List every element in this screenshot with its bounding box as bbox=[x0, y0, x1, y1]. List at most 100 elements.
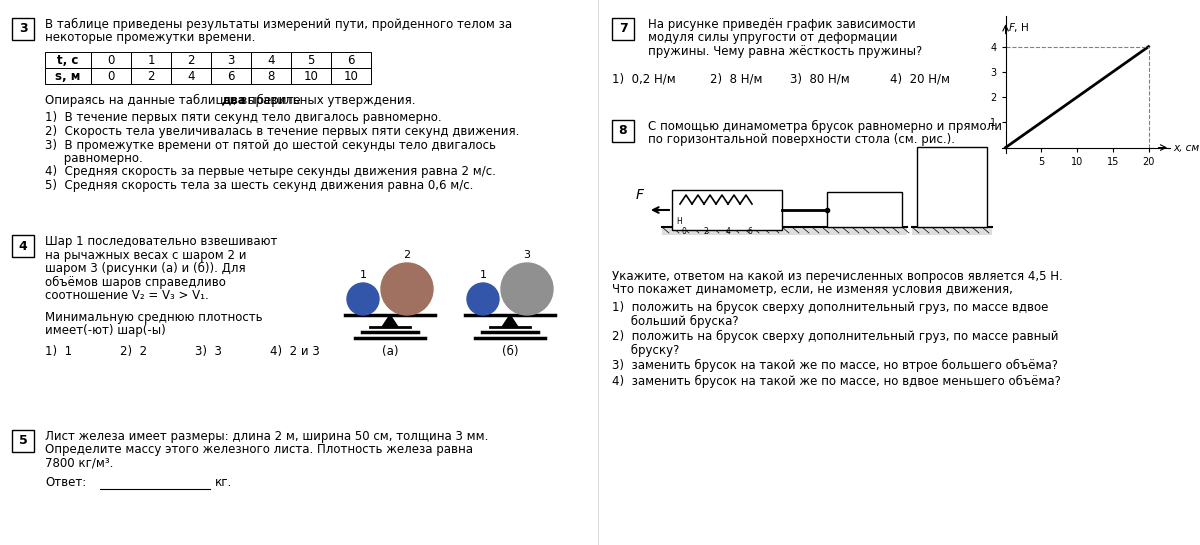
Text: С помощью динамометра брусок равномерно и прямолинейно передвигают: С помощью динамометра брусок равномерно … bbox=[648, 120, 1127, 133]
Text: 1: 1 bbox=[360, 270, 366, 280]
Text: 2: 2 bbox=[148, 70, 155, 82]
Bar bbox=[91, 52, 131, 68]
Text: 4: 4 bbox=[268, 53, 275, 66]
Text: на рычажных весах с шаром 2 и: на рычажных весах с шаром 2 и bbox=[46, 249, 246, 262]
Bar bbox=[331, 68, 371, 84]
Text: больший бруска?: больший бруска? bbox=[612, 314, 739, 328]
Bar bbox=[46, 68, 91, 84]
Bar bbox=[672, 190, 782, 230]
Text: 5: 5 bbox=[307, 53, 314, 66]
Bar bbox=[612, 18, 634, 40]
Text: (а): (а) bbox=[382, 345, 398, 358]
Text: 8: 8 bbox=[268, 70, 275, 82]
Text: 1: 1 bbox=[480, 270, 486, 280]
Bar bbox=[91, 68, 131, 84]
Bar bbox=[131, 52, 172, 68]
Text: 0: 0 bbox=[682, 227, 686, 236]
Text: Определите массу этого железного листа. Плотность железа равна: Определите массу этого железного листа. … bbox=[46, 444, 473, 457]
Text: модуля силы упругости от деформации: модуля силы упругости от деформации bbox=[648, 32, 898, 45]
Text: 1)  0,2 Н/м: 1) 0,2 Н/м bbox=[612, 72, 676, 86]
Text: Н: Н bbox=[676, 216, 682, 226]
Bar bbox=[12, 430, 34, 452]
Text: Что покажет динамометр, если, не изменяя условия движения,: Что покажет динамометр, если, не изменяя… bbox=[612, 283, 1013, 296]
Bar bbox=[46, 52, 91, 68]
Text: x, см: x, см bbox=[1174, 143, 1200, 153]
Text: 6: 6 bbox=[347, 53, 355, 66]
Text: правильных утверждения.: правильных утверждения. bbox=[244, 94, 415, 107]
Text: В таблице приведены результаты измерений пути, пройденного телом за: В таблице приведены результаты измерений… bbox=[46, 18, 512, 31]
Bar bbox=[211, 52, 251, 68]
Text: 4)  Средняя скорость за первые четыре секунды движения равна 2 м/с.: 4) Средняя скорость за первые четыре сек… bbox=[46, 166, 496, 179]
Text: 2: 2 bbox=[403, 250, 410, 260]
Bar bbox=[827, 192, 902, 227]
Text: 7800 кг/м³.: 7800 кг/м³. bbox=[46, 457, 113, 470]
Text: 10: 10 bbox=[304, 70, 318, 82]
Polygon shape bbox=[382, 315, 398, 327]
Text: 10: 10 bbox=[343, 70, 359, 82]
Text: 3)  3: 3) 3 bbox=[194, 346, 222, 359]
Text: по горизонтальной поверхности стола (см. рис.).: по горизонтальной поверхности стола (см.… bbox=[648, 134, 955, 147]
Text: 2)  2: 2) 2 bbox=[120, 346, 148, 359]
Text: Опираясь на данные таблицы, выберите: Опираясь на данные таблицы, выберите bbox=[46, 94, 305, 107]
Text: На рисунке приведён график зависимости: На рисунке приведён график зависимости bbox=[648, 18, 916, 31]
Text: 3)  заменить брусок на такой же по массе, но втрое большего объёма?: 3) заменить брусок на такой же по массе,… bbox=[612, 359, 1058, 372]
Circle shape bbox=[382, 263, 433, 315]
Bar bbox=[662, 227, 907, 235]
Bar bbox=[172, 68, 211, 84]
Text: 1)  В течение первых пяти секунд тело двигалось равномерно.: 1) В течение первых пяти секунд тело дви… bbox=[46, 112, 442, 124]
Text: равномерно.: равномерно. bbox=[46, 152, 143, 165]
Circle shape bbox=[467, 283, 499, 315]
Text: 6: 6 bbox=[227, 70, 235, 82]
Text: 2)  Скорость тела увеличивалась в течение первых пяти секунд движения.: 2) Скорость тела увеличивалась в течение… bbox=[46, 125, 520, 138]
Text: 0: 0 bbox=[107, 70, 115, 82]
Bar bbox=[292, 68, 331, 84]
Bar bbox=[12, 18, 34, 40]
Polygon shape bbox=[502, 315, 518, 327]
Bar bbox=[251, 68, 292, 84]
Text: Лист железа имеет размеры: длина 2 м, ширина 50 см, толщина 3 мм.: Лист железа имеет размеры: длина 2 м, ши… bbox=[46, 430, 488, 443]
Text: 4)  2 и 3: 4) 2 и 3 bbox=[270, 346, 319, 359]
Bar bbox=[131, 68, 172, 84]
Text: 5: 5 bbox=[19, 434, 28, 447]
Text: $F$: $F$ bbox=[635, 188, 646, 202]
Text: s, м: s, м bbox=[55, 70, 80, 82]
Text: 4)  заменить брусок на такой же по массе, но вдвое меньшего объёма?: 4) заменить брусок на такой же по массе,… bbox=[612, 374, 1061, 387]
Text: бруску?: бруску? bbox=[612, 343, 679, 356]
Text: t, с: t, с bbox=[58, 53, 79, 66]
Bar bbox=[172, 52, 211, 68]
Text: Ответ:: Ответ: bbox=[46, 476, 86, 489]
Text: имеет(-ют) шар(-ы): имеет(-ют) шар(-ы) bbox=[46, 324, 166, 337]
Text: 1)  положить на брусок сверху дополнительный груз, по массе вдвое: 1) положить на брусок сверху дополнитель… bbox=[612, 301, 1049, 314]
Text: 3)  80 Н/м: 3) 80 Н/м bbox=[790, 72, 850, 86]
Circle shape bbox=[502, 263, 553, 315]
Text: 6: 6 bbox=[748, 227, 752, 236]
Text: два: два bbox=[222, 94, 247, 107]
Bar bbox=[917, 147, 986, 227]
Text: 4: 4 bbox=[19, 239, 28, 252]
Text: 4: 4 bbox=[187, 70, 194, 82]
Text: 2)  8 Н/м: 2) 8 Н/м bbox=[710, 72, 762, 86]
Text: кг.: кг. bbox=[215, 476, 233, 489]
Text: 3: 3 bbox=[19, 22, 28, 35]
Text: Минимальную среднюю плотность: Минимальную среднюю плотность bbox=[46, 311, 263, 324]
Text: 2: 2 bbox=[703, 227, 708, 236]
Bar bbox=[331, 52, 371, 68]
Text: 2)  положить на брусок сверху дополнительный груз, по массе равный: 2) положить на брусок сверху дополнитель… bbox=[612, 330, 1058, 343]
Text: 1: 1 bbox=[148, 53, 155, 66]
Text: $F$, Н: $F$, Н bbox=[1008, 21, 1030, 34]
Text: 3)  В промежутке времени от пятой до шестой секунды тело двигалось: 3) В промежутке времени от пятой до шест… bbox=[46, 138, 496, 152]
Bar bbox=[12, 235, 34, 257]
Bar bbox=[292, 52, 331, 68]
Bar bbox=[612, 120, 634, 142]
Text: 0: 0 bbox=[107, 53, 115, 66]
Circle shape bbox=[347, 283, 379, 315]
Text: 8: 8 bbox=[619, 124, 628, 137]
Text: Шар 1 последовательно взвешивают: Шар 1 последовательно взвешивают bbox=[46, 235, 277, 248]
Text: 7: 7 bbox=[619, 22, 628, 35]
Text: 2: 2 bbox=[187, 53, 194, 66]
Text: 3: 3 bbox=[523, 250, 530, 260]
Text: (б): (б) bbox=[502, 345, 518, 358]
Bar bbox=[211, 68, 251, 84]
Text: 4)  20 Н/м: 4) 20 Н/м bbox=[890, 72, 950, 86]
Text: пружины. Чему равна жёсткость пружины?: пружины. Чему равна жёсткость пружины? bbox=[648, 45, 923, 58]
